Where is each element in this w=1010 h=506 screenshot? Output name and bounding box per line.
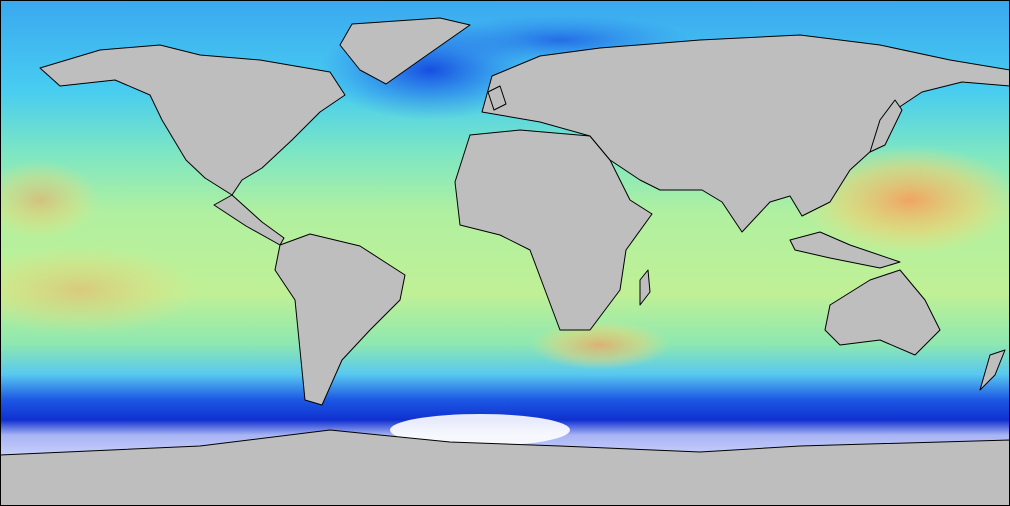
south-america: [274, 233, 406, 406]
continents: [0, 17, 1010, 506]
warm-patch: [0, 245, 200, 335]
uk: [487, 85, 507, 111]
new-zealand: [979, 349, 1006, 391]
australia: [824, 269, 941, 356]
eurasia: [481, 34, 1010, 233]
greenland: [339, 17, 471, 85]
indonesia: [789, 231, 901, 269]
warm-pool: [800, 145, 1010, 255]
madagascar: [639, 269, 651, 306]
antarctica: [0, 429, 1010, 506]
japan: [869, 99, 903, 153]
warm-patch: [530, 320, 670, 370]
warm-patch: [0, 160, 100, 240]
north-america: [39, 44, 346, 196]
ice-patch: [390, 414, 570, 446]
